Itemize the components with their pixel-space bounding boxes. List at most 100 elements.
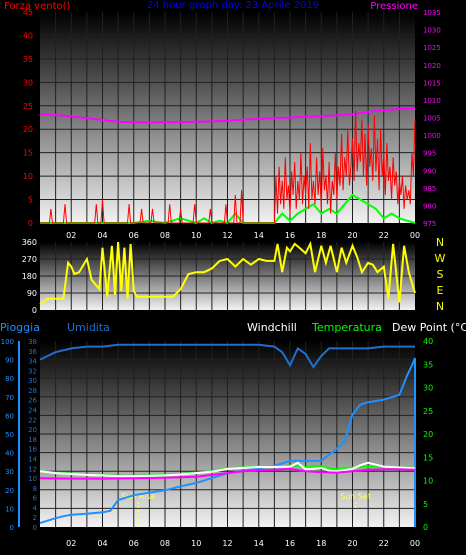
hour-tick-label: 20 bbox=[347, 231, 357, 240]
humidity-tick-label: 18 bbox=[28, 436, 37, 444]
wind-tick-label: 5 bbox=[28, 196, 33, 205]
hour-tick-label: 16 bbox=[285, 231, 295, 240]
hour-tick-label: 12 bbox=[222, 539, 232, 548]
hour-tick-label: 16 bbox=[285, 539, 295, 548]
pressure-tick-label: 1020 bbox=[423, 62, 441, 70]
humidity-tick-label: 0 bbox=[33, 524, 37, 532]
hour-tick-label: 04 bbox=[97, 539, 107, 548]
humidity-tick-label: 14 bbox=[28, 455, 37, 463]
pressure-tick-label: 1015 bbox=[423, 79, 441, 87]
wind-tick-label: 30 bbox=[23, 78, 33, 87]
humidity-tick-label: 22 bbox=[28, 416, 37, 424]
pressure-series-line bbox=[39, 106, 416, 124]
sun-rise-label: Sun Rise bbox=[121, 492, 156, 501]
temperature-tick-label: 20 bbox=[423, 430, 433, 439]
humidity-tick-label: 28 bbox=[28, 387, 37, 395]
wind-tick-label: 15 bbox=[23, 149, 33, 158]
pressure-tick-label: 1000 bbox=[423, 132, 441, 140]
temperature-tick-label: 10 bbox=[423, 477, 433, 486]
temperature-tick-label: 35 bbox=[423, 360, 433, 369]
hour-tick-label: 18 bbox=[316, 539, 326, 548]
pressure-tick-label: 975 bbox=[423, 220, 436, 228]
humidity-tick-label: 16 bbox=[28, 446, 37, 454]
pressure-tick-label: 995 bbox=[423, 150, 436, 158]
hour-tick-label: 14 bbox=[254, 539, 264, 548]
rain-tick-label: 90 bbox=[5, 357, 14, 365]
direction-tick-label: 90 bbox=[27, 289, 37, 298]
direction-tick-label: 360 bbox=[22, 238, 37, 247]
dewpoint-series-line bbox=[39, 467, 416, 480]
humidity-tick-label: 32 bbox=[28, 367, 37, 375]
direction-tick-label: 0 bbox=[32, 306, 37, 315]
temperature-tick-label: 5 bbox=[423, 500, 428, 509]
wind-tick-label: 0 bbox=[28, 219, 33, 228]
wind-axis-label: Forza vento() bbox=[4, 1, 71, 12]
windchill-legend: Windchill bbox=[247, 321, 297, 334]
rain-tick-label: 100 bbox=[1, 338, 14, 346]
compass-label: S bbox=[437, 268, 444, 281]
hour-tick-label: 02 bbox=[66, 539, 76, 548]
pressure-tick-label: 985 bbox=[423, 185, 436, 193]
rain-tick-label: 60 bbox=[5, 412, 14, 420]
humidity-tick-label: 38 bbox=[28, 338, 37, 346]
rain-tick-label: 20 bbox=[5, 487, 14, 495]
pressure-tick-label: 1030 bbox=[423, 27, 441, 35]
rain-tick-label: 10 bbox=[5, 505, 14, 513]
direction-tick-label: 180 bbox=[22, 272, 37, 281]
hour-tick-label: 00 bbox=[410, 539, 420, 548]
humidity-tick-label: 24 bbox=[28, 407, 37, 415]
wind-tick-label: 20 bbox=[23, 125, 33, 134]
humidity-tick-label: 4 bbox=[33, 504, 38, 512]
humidity-series-line bbox=[39, 343, 415, 369]
rain-tick-label: 0 bbox=[10, 524, 14, 532]
wind_avg-series-line bbox=[40, 193, 416, 225]
hour-tick-label: 18 bbox=[316, 231, 326, 240]
hour-tick-label: 22 bbox=[379, 539, 389, 548]
humidity-tick-label: 30 bbox=[28, 377, 37, 385]
compass-label: N bbox=[436, 300, 444, 313]
hour-tick-label: 08 bbox=[160, 231, 170, 240]
humidity-tick-label: 12 bbox=[28, 465, 37, 473]
temperature-tick-label: 15 bbox=[423, 453, 433, 462]
direction-series-line bbox=[39, 240, 416, 306]
temperature-tick-label: 25 bbox=[423, 407, 433, 416]
compass-label: E bbox=[437, 284, 444, 297]
rain-tick-label: 40 bbox=[5, 450, 14, 458]
hour-tick-label: 12 bbox=[222, 231, 232, 240]
wind-tick-label: 25 bbox=[23, 102, 33, 111]
humidity-tick-label: 10 bbox=[28, 475, 37, 483]
direction-tick-label: 270 bbox=[22, 255, 37, 264]
chart-title: 24 hour graph day: 23 Aprile 2019 bbox=[147, 0, 319, 11]
dewpoint-legend: Dew Point (°C) bbox=[392, 321, 466, 334]
wind-tick-label: 40 bbox=[23, 31, 33, 40]
pressure-tick-label: 980 bbox=[423, 202, 436, 210]
humidity-tick-label: 8 bbox=[33, 485, 37, 493]
compass-label: N bbox=[436, 236, 444, 249]
rain-tick-label: 70 bbox=[5, 394, 14, 402]
humidity-axis-label: Umidita bbox=[67, 321, 110, 334]
pressure-tick-label: 1005 bbox=[423, 115, 441, 123]
rain-axis-label: Pioggia bbox=[0, 321, 40, 334]
humidity-tick-label: 20 bbox=[28, 426, 37, 434]
wind-tick-label: 35 bbox=[23, 55, 33, 64]
hour-tick-label: 10 bbox=[191, 231, 201, 240]
humidity-tick-label: 6 bbox=[33, 495, 38, 503]
sun-set-label: Sun Set bbox=[340, 492, 371, 501]
rain-tick-label: 80 bbox=[5, 375, 14, 383]
humidity-tick-label: 34 bbox=[28, 358, 37, 366]
hour-tick-label: 00 bbox=[410, 231, 420, 240]
hour-tick-label: 10 bbox=[191, 539, 201, 548]
hour-tick-label: 20 bbox=[347, 539, 357, 548]
wind-series-line bbox=[40, 110, 416, 224]
humidity-tick-label: 36 bbox=[28, 348, 37, 356]
pressure-tick-label: 1025 bbox=[423, 44, 441, 52]
wind-tick-label: 10 bbox=[23, 172, 33, 181]
humidity-tick-label: 26 bbox=[28, 397, 37, 405]
pressure-tick-label: 1010 bbox=[423, 97, 441, 105]
humidity-tick-label: 2 bbox=[33, 514, 37, 522]
pressure-tick-label: 990 bbox=[423, 167, 436, 175]
